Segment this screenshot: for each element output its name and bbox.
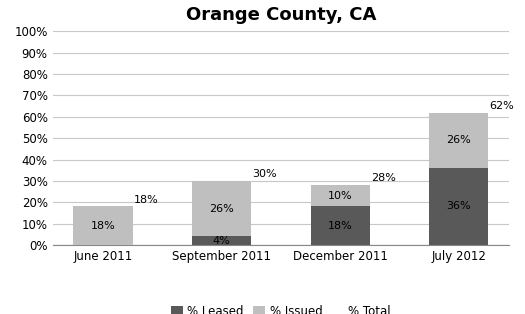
Bar	[74, 207, 133, 245]
Bar	[310, 207, 370, 245]
Text: 26%: 26%	[209, 203, 234, 214]
Text: 18%: 18%	[90, 221, 116, 231]
Bar	[429, 168, 488, 245]
Text: 28%: 28%	[371, 173, 396, 183]
Text: 26%: 26%	[446, 135, 471, 145]
Text: 10%: 10%	[328, 191, 352, 201]
Text: 4%: 4%	[213, 236, 230, 246]
Text: 30%: 30%	[253, 169, 277, 179]
Bar	[192, 181, 251, 236]
Text: 18%: 18%	[134, 195, 159, 205]
Legend: % Leased, % Issued, % Total: % Leased, % Issued, % Total	[169, 302, 393, 314]
Text: 18%: 18%	[328, 221, 353, 231]
Bar	[192, 236, 251, 245]
Bar	[310, 185, 370, 207]
Bar	[429, 112, 488, 168]
Title: Orange County, CA: Orange County, CA	[186, 6, 376, 24]
Text: 62%: 62%	[490, 101, 514, 111]
Text: 36%: 36%	[447, 202, 471, 212]
